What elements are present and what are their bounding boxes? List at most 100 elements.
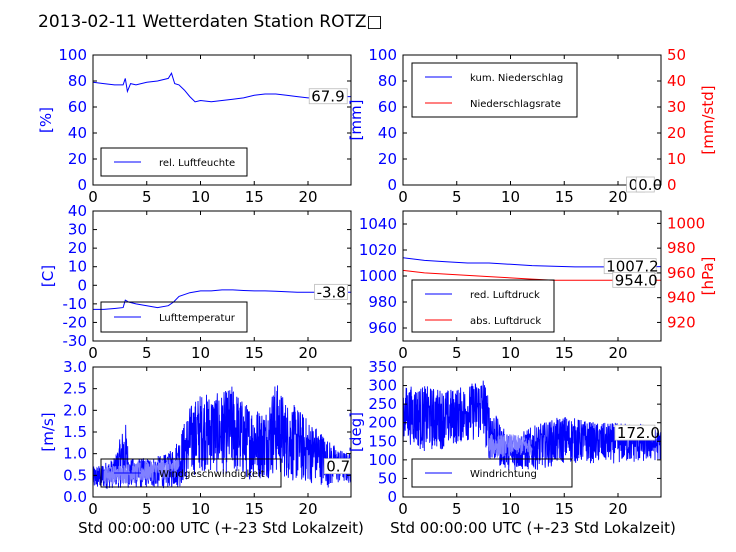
legend-label: Niederschlagsrate	[470, 99, 561, 110]
plot-frame	[402, 366, 662, 498]
y-tick-label: 0	[77, 176, 87, 194]
value-label-box	[308, 88, 348, 105]
x-tick-label: 0	[88, 188, 98, 206]
y-axis-label: [m/s]	[39, 412, 57, 451]
y-tick-label: 250	[368, 395, 397, 413]
legend-label: kum. Niederschlag	[470, 73, 563, 84]
y-axis-label: [C]	[39, 265, 57, 287]
legend-box	[411, 458, 573, 488]
x-tick-label: 0	[398, 344, 408, 362]
y-tick-label: -10	[63, 295, 88, 313]
chart-panel-6: 0 5 10 15 20050100150200250300350[deg]Windri…	[347, 358, 662, 518]
y-tick-label: 0.5	[63, 466, 87, 484]
y-axis-label-right: [mm/std]	[699, 85, 717, 154]
x-tick-label: 5	[142, 500, 152, 518]
y-tick-label: 1.0	[63, 445, 87, 463]
y-right-tick-label: 30	[667, 98, 686, 116]
y-tick-label: 40	[68, 124, 87, 142]
x-tick-label: 15	[245, 500, 264, 518]
x-tick-label: 10	[191, 500, 210, 518]
x-tick-label: 0	[398, 500, 408, 518]
series-line-1	[93, 71, 351, 103]
y-right-tick-label: 40	[667, 72, 686, 90]
value-label: 954.0	[615, 271, 658, 289]
value-label-box	[614, 424, 656, 441]
y-tick-label: 60	[378, 98, 397, 116]
x-tick-label: 5	[452, 188, 462, 206]
value-label: 172.0	[617, 424, 660, 442]
legend-label: rel. Luftfeuchte	[159, 158, 235, 169]
chart-panel-2: 0 5 10 15 20 0 20 40 60 80 100 0 10 20 30 40 50 [mm] [mm/s…	[347, 46, 717, 206]
y-right-tick-label: 20	[667, 124, 686, 142]
y-right-tick-label: 1000	[667, 214, 705, 232]
x-tick-label: 0	[88, 500, 98, 518]
value-label-box	[314, 283, 349, 300]
chart-panel-5: 0 5 10 15 20 0.0 0.5 1.0 1.5 2.0 2.5 3.0 [m/s] Windge…	[39, 358, 352, 518]
y-right-tick-label: 10	[667, 150, 686, 168]
y-axis-label: [mm]	[347, 100, 365, 141]
chart-panel-1: 0 5 10 15 20 0 20 40 60 80 100 [%] rel. Luftfeuchte 6…	[37, 46, 352, 206]
y-right-tick-label: 940	[667, 289, 696, 307]
value-label-box	[612, 271, 656, 288]
y-right-tick-label: 960	[667, 264, 696, 282]
plot-frame	[92, 210, 352, 342]
y-tick-label: -30	[63, 332, 88, 350]
chart-panel-3: 0 5 10 15 20-30-20-10010203040[C]Lufttempera…	[39, 202, 352, 362]
y-right-tick-label: 980	[667, 239, 696, 257]
y-tick-label: 0	[387, 488, 397, 506]
y-tick-label: 80	[68, 72, 87, 90]
series-line-2	[488, 433, 533, 458]
y-tick-label: 0	[77, 276, 87, 294]
y-tick-label: 2.5	[63, 380, 87, 398]
y-tick-label: 2.0	[63, 401, 87, 419]
y-tick-label: 1020	[359, 241, 397, 259]
y-tick-label: 10	[68, 258, 87, 276]
y-axis-label-right: [hPa]	[699, 257, 717, 296]
series-line-1	[93, 289, 351, 310]
chart-panel-4: 0 5 10 15 20 960 980 1000 1020 1040 920 940 960 980 10…	[359, 210, 717, 362]
y-tick-label: 30	[68, 221, 87, 239]
x-tick-label: 15	[555, 188, 574, 206]
x-tick-label: 20	[608, 500, 627, 518]
legend-box	[411, 62, 578, 118]
y-tick-label: 20	[68, 150, 87, 168]
y-tick-label: 1.5	[63, 423, 87, 441]
y-tick-label: 100	[58, 46, 87, 64]
y-tick-label: 20	[68, 239, 87, 257]
x-tick-label: 20	[298, 500, 317, 518]
y-tick-label: 0.0	[63, 488, 87, 506]
x-tick-label: 15	[245, 344, 264, 362]
series-line-2	[103, 455, 180, 485]
series-line-1	[403, 380, 661, 471]
legend-label: Windgeschwindigkeit	[159, 469, 265, 480]
y-right-tick-label: 50	[667, 46, 686, 64]
value-label: 0.7	[326, 458, 350, 476]
value-label: -3.8	[317, 283, 346, 301]
y-tick-label: -20	[63, 313, 88, 331]
x-tick-label: 0	[88, 344, 98, 362]
x-tick-label: 10	[501, 344, 520, 362]
x-tick-label: 5	[452, 344, 462, 362]
y-tick-label: 1000	[359, 267, 397, 285]
x-tick-label: 5	[452, 500, 462, 518]
x-tick-label: 10	[501, 188, 520, 206]
x-tick-label: 0	[398, 188, 408, 206]
x-tick-label: 15	[555, 500, 574, 518]
plot-frame	[402, 54, 662, 186]
value-label: 0.0	[638, 176, 662, 194]
x-tick-label: 15	[245, 188, 264, 206]
x-tick-label: 10	[501, 500, 520, 518]
y-tick-label: 60	[68, 98, 87, 116]
plot-frame	[92, 54, 352, 186]
x-tick-label: 15	[555, 344, 574, 362]
value-label: 1007.2	[606, 258, 659, 276]
y-tick-label: 80	[378, 72, 397, 90]
x-tick-label: 20	[608, 344, 627, 362]
legend-label: red. Luftdruck	[470, 290, 540, 301]
legend-box	[100, 147, 248, 177]
y-right-tick-label: 0	[667, 176, 677, 194]
y-axis-label: [deg]	[347, 412, 365, 452]
y-tick-label: 960	[368, 319, 397, 337]
legend-label: Windrichtung	[470, 469, 537, 480]
x-tick-label: 20	[608, 188, 627, 206]
